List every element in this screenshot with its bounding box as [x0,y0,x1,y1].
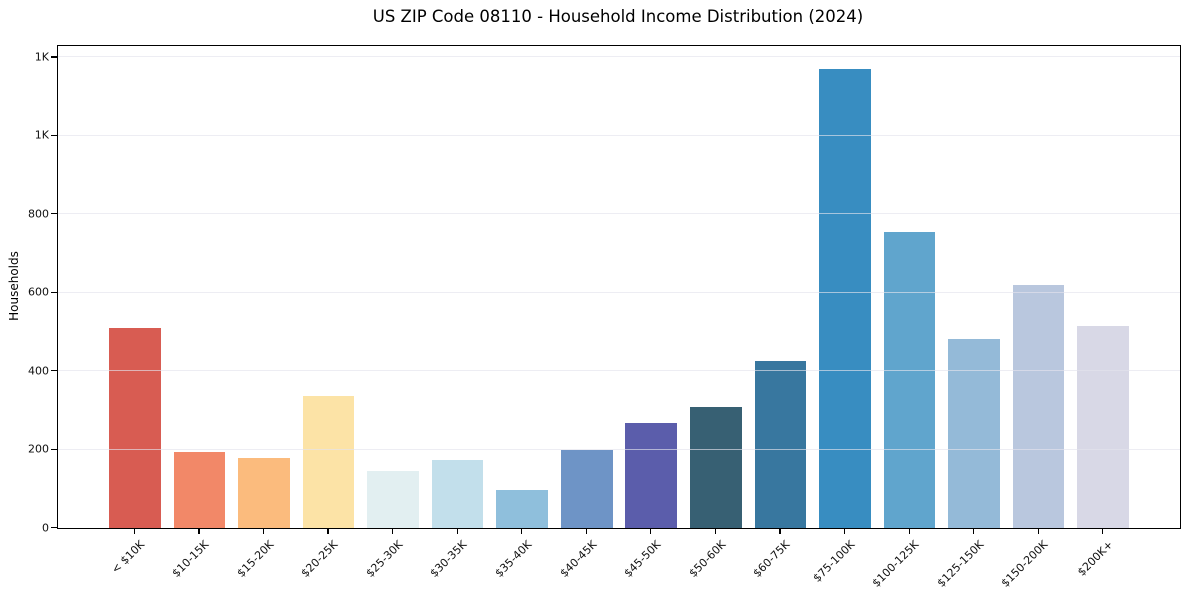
x-tick [779,528,781,535]
x-tick-label: $30-35K [427,538,470,580]
bar-$200K+ [1077,325,1129,528]
bar-$40-45K [560,450,613,528]
bar-$20-25K [302,395,355,528]
gridline [58,370,1180,372]
bar-$10-15K [173,451,226,528]
x-tick-label: $100-125K [869,538,922,590]
x-tick-label: $50-60K [686,538,729,580]
x-tick [585,528,587,535]
x-tick-label: $45-50K [621,538,664,580]
y-tick [51,370,57,372]
x-tick [327,528,329,535]
bar-$60-75K [754,361,807,528]
bar-$125-150K [948,338,1000,528]
x-tick [456,528,458,535]
gridline [58,134,1180,136]
y-tick [51,291,57,293]
x-tick-label: $200K+ [1074,538,1116,579]
x-tick [133,528,135,535]
bar-$30-35K [431,459,484,528]
x-tick [1102,528,1104,535]
y-tick [51,134,57,136]
x-tick [392,528,394,535]
x-tick-label: $125-150K [934,538,987,590]
x-tick-label: < $10K [108,538,148,577]
bar-$15-20K [238,458,290,528]
y-tick-label: 200 [28,442,49,456]
x-tick [198,528,200,535]
x-tick [650,528,652,535]
x-tick-label: $10-15K [169,538,212,580]
x-tick-label: $25-30K [363,538,406,580]
gridline [58,56,1180,58]
y-tick [51,56,57,58]
chart-title: US ZIP Code 08110 - Household Income Dis… [372,7,864,26]
y-tick-label: 600 [28,285,49,299]
y-tick-label: 1K [34,50,49,64]
x-tick [843,528,846,535]
x-tick [714,528,717,535]
y-tick-label: 800 [28,207,49,221]
x-tick [521,528,523,535]
y-tick-label: 1K [34,128,49,142]
gridline [58,213,1180,215]
bar-$45-50K [625,422,678,528]
bar-$100-125K [883,231,936,528]
bar-$25-30K [367,471,419,528]
bar-$75-100K [819,69,871,528]
y-tick [51,213,57,215]
x-tick-label: $75-100K [810,538,858,585]
bar-$35-40K [496,490,548,528]
y-tick-label: 0 [42,521,49,534]
bar-$50-60K [690,406,742,528]
x-tick [973,528,975,535]
x-tick-label: $150-200K [999,538,1051,590]
x-tick-label: $20-25K [298,538,341,580]
x-tick [1037,528,1039,535]
y-tick [51,448,57,450]
x-tick-label: $35-40K [492,538,535,580]
x-tick-label: $60-75K [750,538,793,580]
y-tick [51,527,57,529]
x-tick [262,528,265,535]
x-tick [908,528,910,535]
x-tick-label: $15-20K [234,538,277,580]
bar-$150-200K [1012,284,1065,528]
y-tick-label: 400 [28,364,49,378]
plot-area [57,45,1181,529]
gridline [58,448,1180,450]
gridline [58,291,1180,293]
bar-< $10K [109,327,161,528]
x-tick-label: $40-45K [557,538,599,580]
